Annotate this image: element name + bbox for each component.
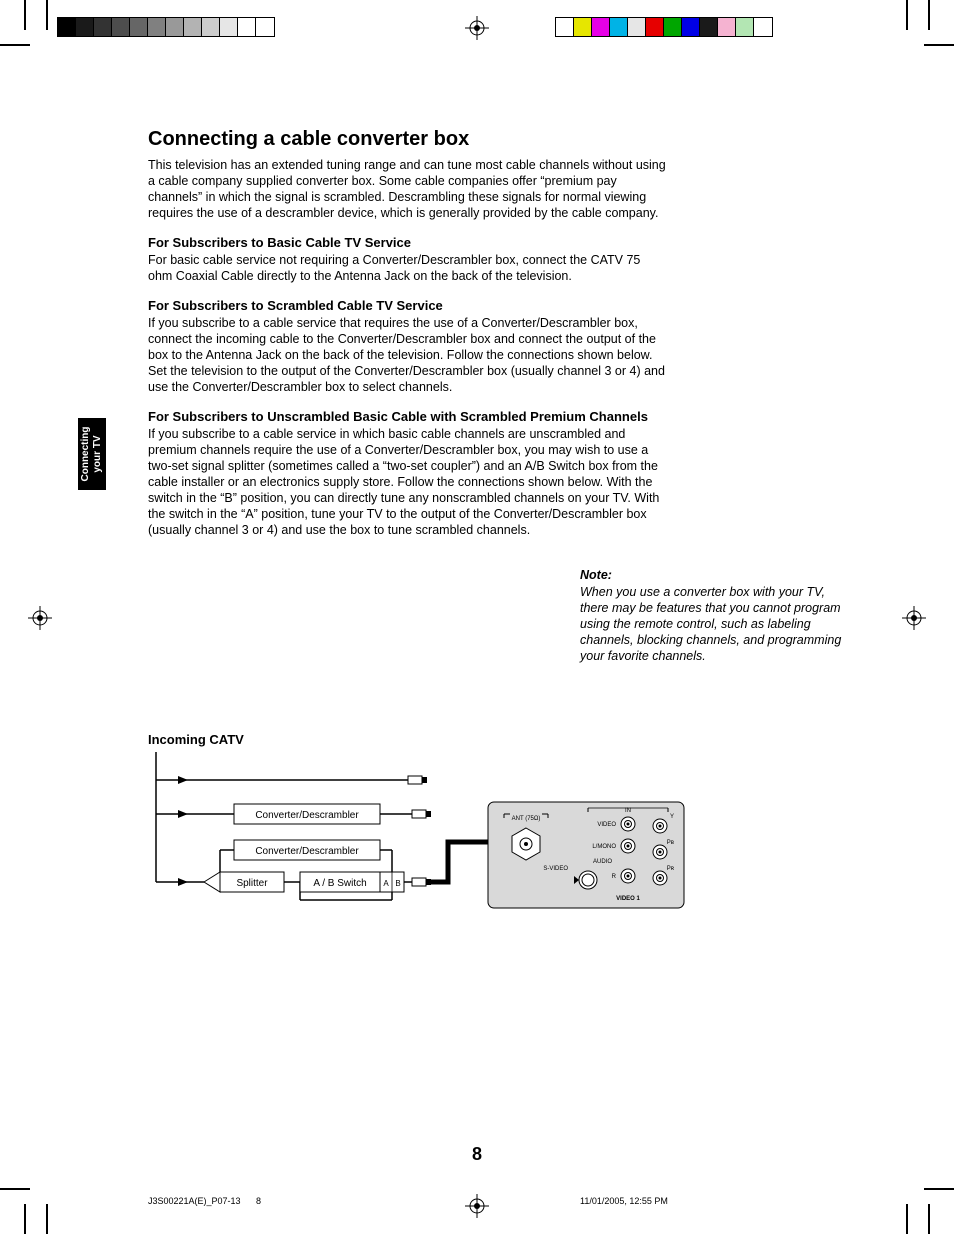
crop-mark [24, 1204, 26, 1234]
colorbar-swatch [148, 18, 166, 36]
colorbar-swatch [718, 18, 736, 36]
svg-text:ANT (75Ω): ANT (75Ω) [512, 816, 541, 822]
colorbar-swatch [754, 18, 772, 36]
section-1-heading: For Subscribers to Basic Cable TV Servic… [148, 235, 668, 250]
crop-mark [0, 44, 30, 46]
diagram-title: Incoming CATV [148, 732, 244, 747]
colorbar-swatch [664, 18, 682, 36]
svg-text:Converter/Descrambler: Converter/Descrambler [255, 846, 359, 857]
section-tab: Connecting your TV [78, 418, 106, 490]
colorbar-swatch [574, 18, 592, 36]
registration-mark-icon [465, 16, 489, 40]
svg-text:IN: IN [625, 808, 631, 814]
registration-mark-icon [465, 1194, 489, 1218]
colorbar-swatch [166, 18, 184, 36]
svg-text:Y: Y [670, 814, 674, 820]
crop-mark [46, 0, 48, 30]
note-title: Note: [580, 568, 850, 582]
svg-text:Pʙ: Pʙ [667, 840, 674, 846]
section-1-paragraph: For basic cable service not requiring a … [148, 252, 668, 284]
colorbar-swatch [610, 18, 628, 36]
footer-page: 8 [256, 1196, 261, 1206]
footer-timestamp: 11/01/2005, 12:55 PM [580, 1196, 668, 1206]
tv-rear-panel: ANT (75Ω) S-VIDEO IN VIDEO [488, 802, 684, 908]
svg-text:Splitter: Splitter [236, 878, 268, 889]
content-column: Connecting a cable converter box This te… [148, 128, 668, 552]
page: Connecting your TV Connecting a cable co… [0, 0, 954, 1234]
section-2-heading: For Subscribers to Scrambled Cable TV Se… [148, 298, 668, 313]
note-body: When you use a converter box with your T… [580, 584, 850, 664]
colorbar-swatch [556, 18, 574, 36]
colorbar-swatch [94, 18, 112, 36]
converter-box-1-label: Converter/Descrambler [255, 810, 359, 821]
registration-mark-icon [28, 606, 52, 630]
colorbar-swatch [130, 18, 148, 36]
crop-mark [928, 0, 930, 30]
colorbar-swatch [184, 18, 202, 36]
svg-text:VIDEO: VIDEO [597, 822, 616, 828]
svg-text:R: R [612, 874, 617, 880]
note-block: Note: When you use a converter box with … [580, 568, 850, 664]
crop-mark [906, 1204, 908, 1234]
svg-text:A / B Switch: A / B Switch [313, 878, 366, 889]
crop-mark [24, 0, 26, 30]
svg-text:A: A [383, 879, 389, 888]
colorbar-swatch [76, 18, 94, 36]
section-3-paragraph: If you subscribe to a cable service in w… [148, 426, 668, 538]
section-tab-line1: Connecting [80, 418, 92, 490]
crop-mark [924, 44, 954, 46]
colorbar-swatch [682, 18, 700, 36]
colorbar-swatch [700, 18, 718, 36]
wiring-diagram-svg: Converter/Descrambler Splitter Converter… [148, 752, 688, 912]
footer-doc-id: J3S00221A(E)_P07-13 [148, 1196, 241, 1206]
crop-mark [906, 0, 908, 30]
colorbar-swatch [202, 18, 220, 36]
svg-text:VIDEO 1: VIDEO 1 [616, 896, 640, 902]
color-colorbar [556, 18, 772, 36]
colorbar-swatch [58, 18, 76, 36]
crop-mark [924, 1188, 954, 1190]
page-title: Connecting a cable converter box [148, 128, 668, 151]
svg-text:Pʀ: Pʀ [667, 866, 675, 872]
colorbar-swatch [646, 18, 664, 36]
registration-mark-icon [902, 606, 926, 630]
crop-mark [46, 1204, 48, 1234]
intro-paragraph: This television has an extended tuning r… [148, 157, 668, 221]
svg-text:L/MONO: L/MONO [592, 844, 616, 850]
colorbar-swatch [736, 18, 754, 36]
crop-mark [0, 1188, 30, 1190]
section-tab-line2: your TV [92, 418, 104, 490]
colorbar-swatch [220, 18, 238, 36]
svg-text:S-VIDEO: S-VIDEO [543, 866, 568, 872]
colorbar-swatch [256, 18, 274, 36]
svg-text:B: B [395, 879, 400, 888]
svg-text:AUDIO: AUDIO [593, 859, 612, 865]
colorbar-swatch [112, 18, 130, 36]
section-2-paragraph: If you subscribe to a cable service that… [148, 315, 668, 395]
wiring-diagram: Converter/Descrambler Splitter Converter… [148, 752, 688, 912]
colorbar-swatch [238, 18, 256, 36]
section-3-heading: For Subscribers to Unscrambled Basic Cab… [148, 409, 668, 424]
crop-mark [928, 1204, 930, 1234]
page-number: 8 [0, 1144, 954, 1165]
grayscale-colorbar [58, 18, 274, 36]
colorbar-swatch [628, 18, 646, 36]
colorbar-swatch [592, 18, 610, 36]
